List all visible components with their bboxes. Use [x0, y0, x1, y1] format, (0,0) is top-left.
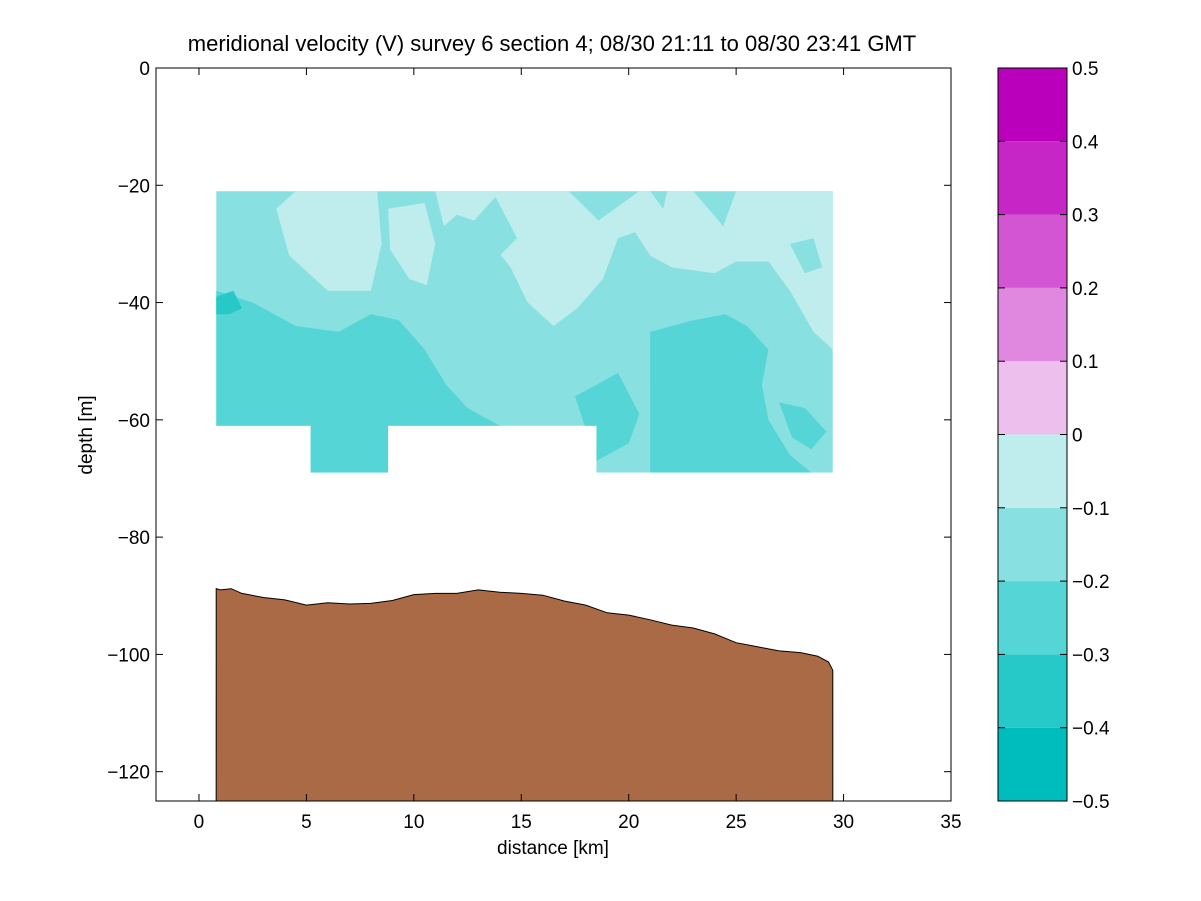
- colorbar-band: [998, 141, 1067, 215]
- colorbar-tick-label: −0.1: [1072, 499, 1110, 520]
- colorbar-band: [998, 581, 1067, 655]
- colorbar-tick-label: −0.4: [1072, 719, 1110, 740]
- colorbar-band: [998, 287, 1067, 362]
- colorbar-band: [998, 68, 1067, 142]
- y-axis-ticks: 0 −20 −40 −60 −80 −100 −120: [107, 59, 951, 784]
- colorbar-band: [998, 727, 1067, 801]
- y-tick-label: −20: [118, 176, 150, 197]
- y-tick-label: 0: [139, 59, 150, 80]
- contour-band-9: [388, 202, 436, 285]
- colorbar-tick-label: 0.1: [1072, 352, 1098, 373]
- contour-band-11: [474, 197, 517, 256]
- colorbar-tick-label: 0.3: [1072, 206, 1098, 227]
- chart-title: meridional velocity (V) survey 6 section…: [188, 31, 916, 56]
- colorbar-band: [998, 434, 1067, 508]
- x-tick-label: 10: [403, 812, 424, 833]
- contour-band-3: [310, 425, 389, 473]
- contour-band-13: [789, 238, 823, 274]
- colorbar-tick-label: −0.3: [1072, 645, 1110, 666]
- colorbar-tick-label: −0.5: [1072, 792, 1110, 813]
- colorbar-tick-label: 0.4: [1072, 132, 1099, 153]
- colorbar-band: [998, 214, 1067, 288]
- x-axis-ticks: 0 5 10 15 20 25 30 35: [194, 68, 962, 833]
- contour-band-7: [216, 290, 242, 315]
- colorbar-band: [998, 507, 1067, 582]
- y-tick-label: −40: [118, 294, 150, 315]
- contour-band-8: [276, 191, 382, 291]
- colorbar-band: [998, 361, 1067, 435]
- y-tick-label: −60: [118, 411, 150, 432]
- bottom-topography: [215, 588, 834, 802]
- colorbar-tick-label: 0.5: [1072, 59, 1098, 80]
- x-axis-label: distance [km]: [497, 838, 609, 859]
- x-tick-label: 20: [618, 812, 639, 833]
- x-tick-label: 30: [833, 812, 854, 833]
- velocity-field: [216, 191, 833, 473]
- colorbar: 0.5 0.4 0.3 0.2 0.1 0 −0.1 −0.2 −0.3 −0.4 −0.5: [997, 59, 1110, 813]
- x-tick-label: 25: [726, 812, 747, 833]
- colorbar-tick-label: 0.2: [1072, 279, 1098, 300]
- colorbar-tick-label: 0: [1072, 426, 1083, 447]
- contour-band-5: [650, 314, 812, 473]
- y-tick-label: −80: [118, 528, 150, 549]
- x-tick-label: 5: [301, 812, 312, 833]
- contour-band-10: [435, 191, 833, 350]
- colorbar-band: [998, 654, 1067, 728]
- plot-frame: [155, 67, 952, 802]
- x-tick-label: 0: [194, 812, 205, 833]
- y-axis-label: depth [m]: [76, 395, 97, 474]
- x-tick-label: 35: [940, 812, 961, 833]
- y-tick-label: −120: [107, 763, 150, 784]
- contour-band-12: [650, 191, 668, 209]
- contour-band-6: [779, 402, 827, 450]
- y-tick-label: −100: [107, 645, 150, 666]
- x-tick-label: 15: [511, 812, 532, 833]
- colorbar-tick-label: −0.2: [1072, 572, 1110, 593]
